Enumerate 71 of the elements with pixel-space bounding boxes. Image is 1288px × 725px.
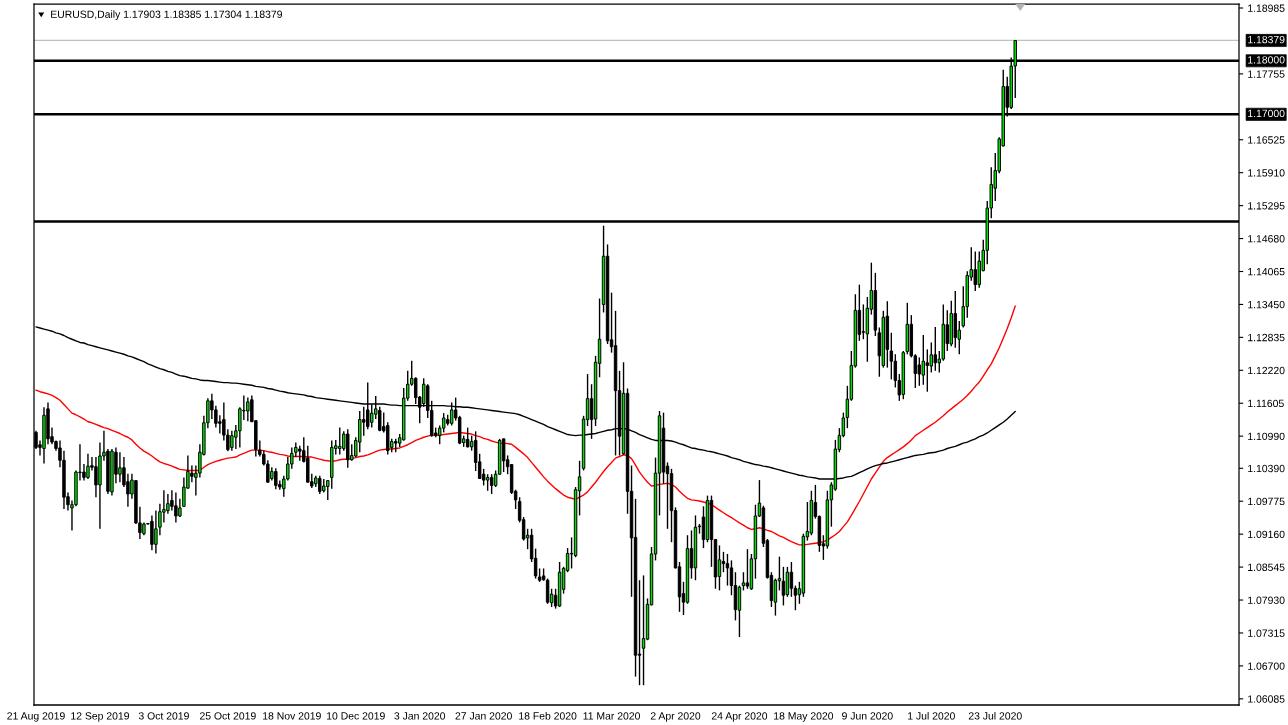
y-tick-label: 1.12835 bbox=[1248, 333, 1285, 342]
y-tick-label: 1.06085 bbox=[1248, 695, 1285, 703]
x-tick-label: 18 Nov 2019 bbox=[263, 712, 321, 720]
text: EURUSD,Daily 1.17903 1.18385 1.17304 1.18379 bbox=[51, 10, 282, 21]
x-tick-label: 25 Oct 2019 bbox=[200, 712, 256, 720]
y-tick-label: 1.06700 bbox=[1248, 662, 1285, 670]
y-tick-label: 1.13450 bbox=[1248, 300, 1285, 309]
candlestick bbox=[501, 438, 506, 473]
ref-line-label: 1.18000 bbox=[1248, 56, 1285, 64]
x-tick-label: 11 Mar 2020 bbox=[583, 712, 641, 720]
y-tick-label: 1.09775 bbox=[1248, 497, 1285, 506]
candlestick bbox=[721, 551, 726, 573]
x-tick-label: 2 Apr 2020 bbox=[650, 712, 701, 722]
candlestick bbox=[378, 406, 382, 433]
y-tick-label: 1.07315 bbox=[1248, 629, 1285, 637]
y-tick-label: 1.15910 bbox=[1248, 169, 1285, 177]
x-tick-label: 3 Oct 2019 bbox=[138, 712, 189, 720]
y-tick-label: 1.14680 bbox=[1248, 235, 1285, 243]
y-tick-label: 1.10390 bbox=[1248, 464, 1285, 473]
candlestick bbox=[94, 456, 98, 498]
candlestick bbox=[641, 574, 646, 686]
x-tick-label: 24 Apr 2020 bbox=[711, 712, 768, 722]
x-tick-label: 9 Jun 2020 bbox=[842, 712, 893, 720]
y-tick-label: 1.14065 bbox=[1248, 267, 1285, 276]
candlestick bbox=[781, 566, 786, 607]
candlestick bbox=[489, 473, 494, 495]
candlestick bbox=[741, 571, 746, 592]
y-tick-label: 1.16525 bbox=[1248, 136, 1285, 144]
x-tick-label: 10 Dec 2019 bbox=[327, 712, 385, 720]
candlestick bbox=[86, 453, 90, 480]
candlestick bbox=[118, 451, 122, 483]
x-tick-label: 1 Jul 2020 bbox=[908, 711, 955, 720]
candlestick bbox=[413, 376, 418, 405]
candlestick bbox=[246, 396, 250, 422]
candlestick bbox=[925, 348, 930, 393]
candlestick bbox=[861, 303, 866, 340]
candlestick bbox=[338, 426, 342, 456]
candlestick bbox=[917, 356, 922, 387]
x-tick-label: 21 Aug 2019 bbox=[7, 712, 65, 722]
candlestick bbox=[174, 491, 178, 524]
ref-line-label: 1.18379 bbox=[1248, 35, 1285, 44]
x-tick-label: 27 Jan 2020 bbox=[455, 712, 512, 720]
x-tick-label: 23 Jul 2020 bbox=[968, 711, 1022, 720]
y-tick-label: 1.12220 bbox=[1248, 366, 1285, 375]
y-tick-label: 1.18985 bbox=[1248, 4, 1285, 12]
candlestick bbox=[921, 334, 926, 386]
candlestick bbox=[274, 467, 278, 490]
candlestick bbox=[933, 326, 938, 372]
candlestick bbox=[150, 514, 154, 551]
candlestick bbox=[358, 410, 362, 453]
y-tick-label: 1.11605 bbox=[1248, 399, 1284, 408]
candlestick bbox=[725, 553, 730, 587]
candlestick bbox=[973, 250, 977, 292]
ref-line-label: 1.17000 bbox=[1248, 109, 1285, 118]
candlestick bbox=[366, 381, 370, 430]
candlestick bbox=[441, 412, 446, 434]
x-tick-label: 18 Feb 2020 bbox=[519, 711, 577, 720]
candlestick bbox=[465, 426, 470, 449]
y-tick-label: 1.07930 bbox=[1248, 596, 1285, 604]
candlestick bbox=[318, 475, 322, 495]
y-tick-label: 1.10990 bbox=[1248, 432, 1285, 441]
candlestick bbox=[745, 548, 750, 590]
candlestick bbox=[977, 250, 981, 289]
line-series bbox=[35, 305, 1016, 546]
x-tick-label: 12 Sep 2019 bbox=[71, 712, 129, 722]
y-tick-label: 1.17755 bbox=[1248, 70, 1285, 78]
x-tick-label: 3 Jan 2020 bbox=[394, 712, 446, 720]
y-tick-label: 1.09160 bbox=[1248, 530, 1285, 539]
y-tick-label: 1.08545 bbox=[1248, 563, 1285, 571]
x-tick-label: 18 May 2020 bbox=[774, 712, 834, 722]
y-tick-label: 1.15295 bbox=[1248, 202, 1285, 210]
